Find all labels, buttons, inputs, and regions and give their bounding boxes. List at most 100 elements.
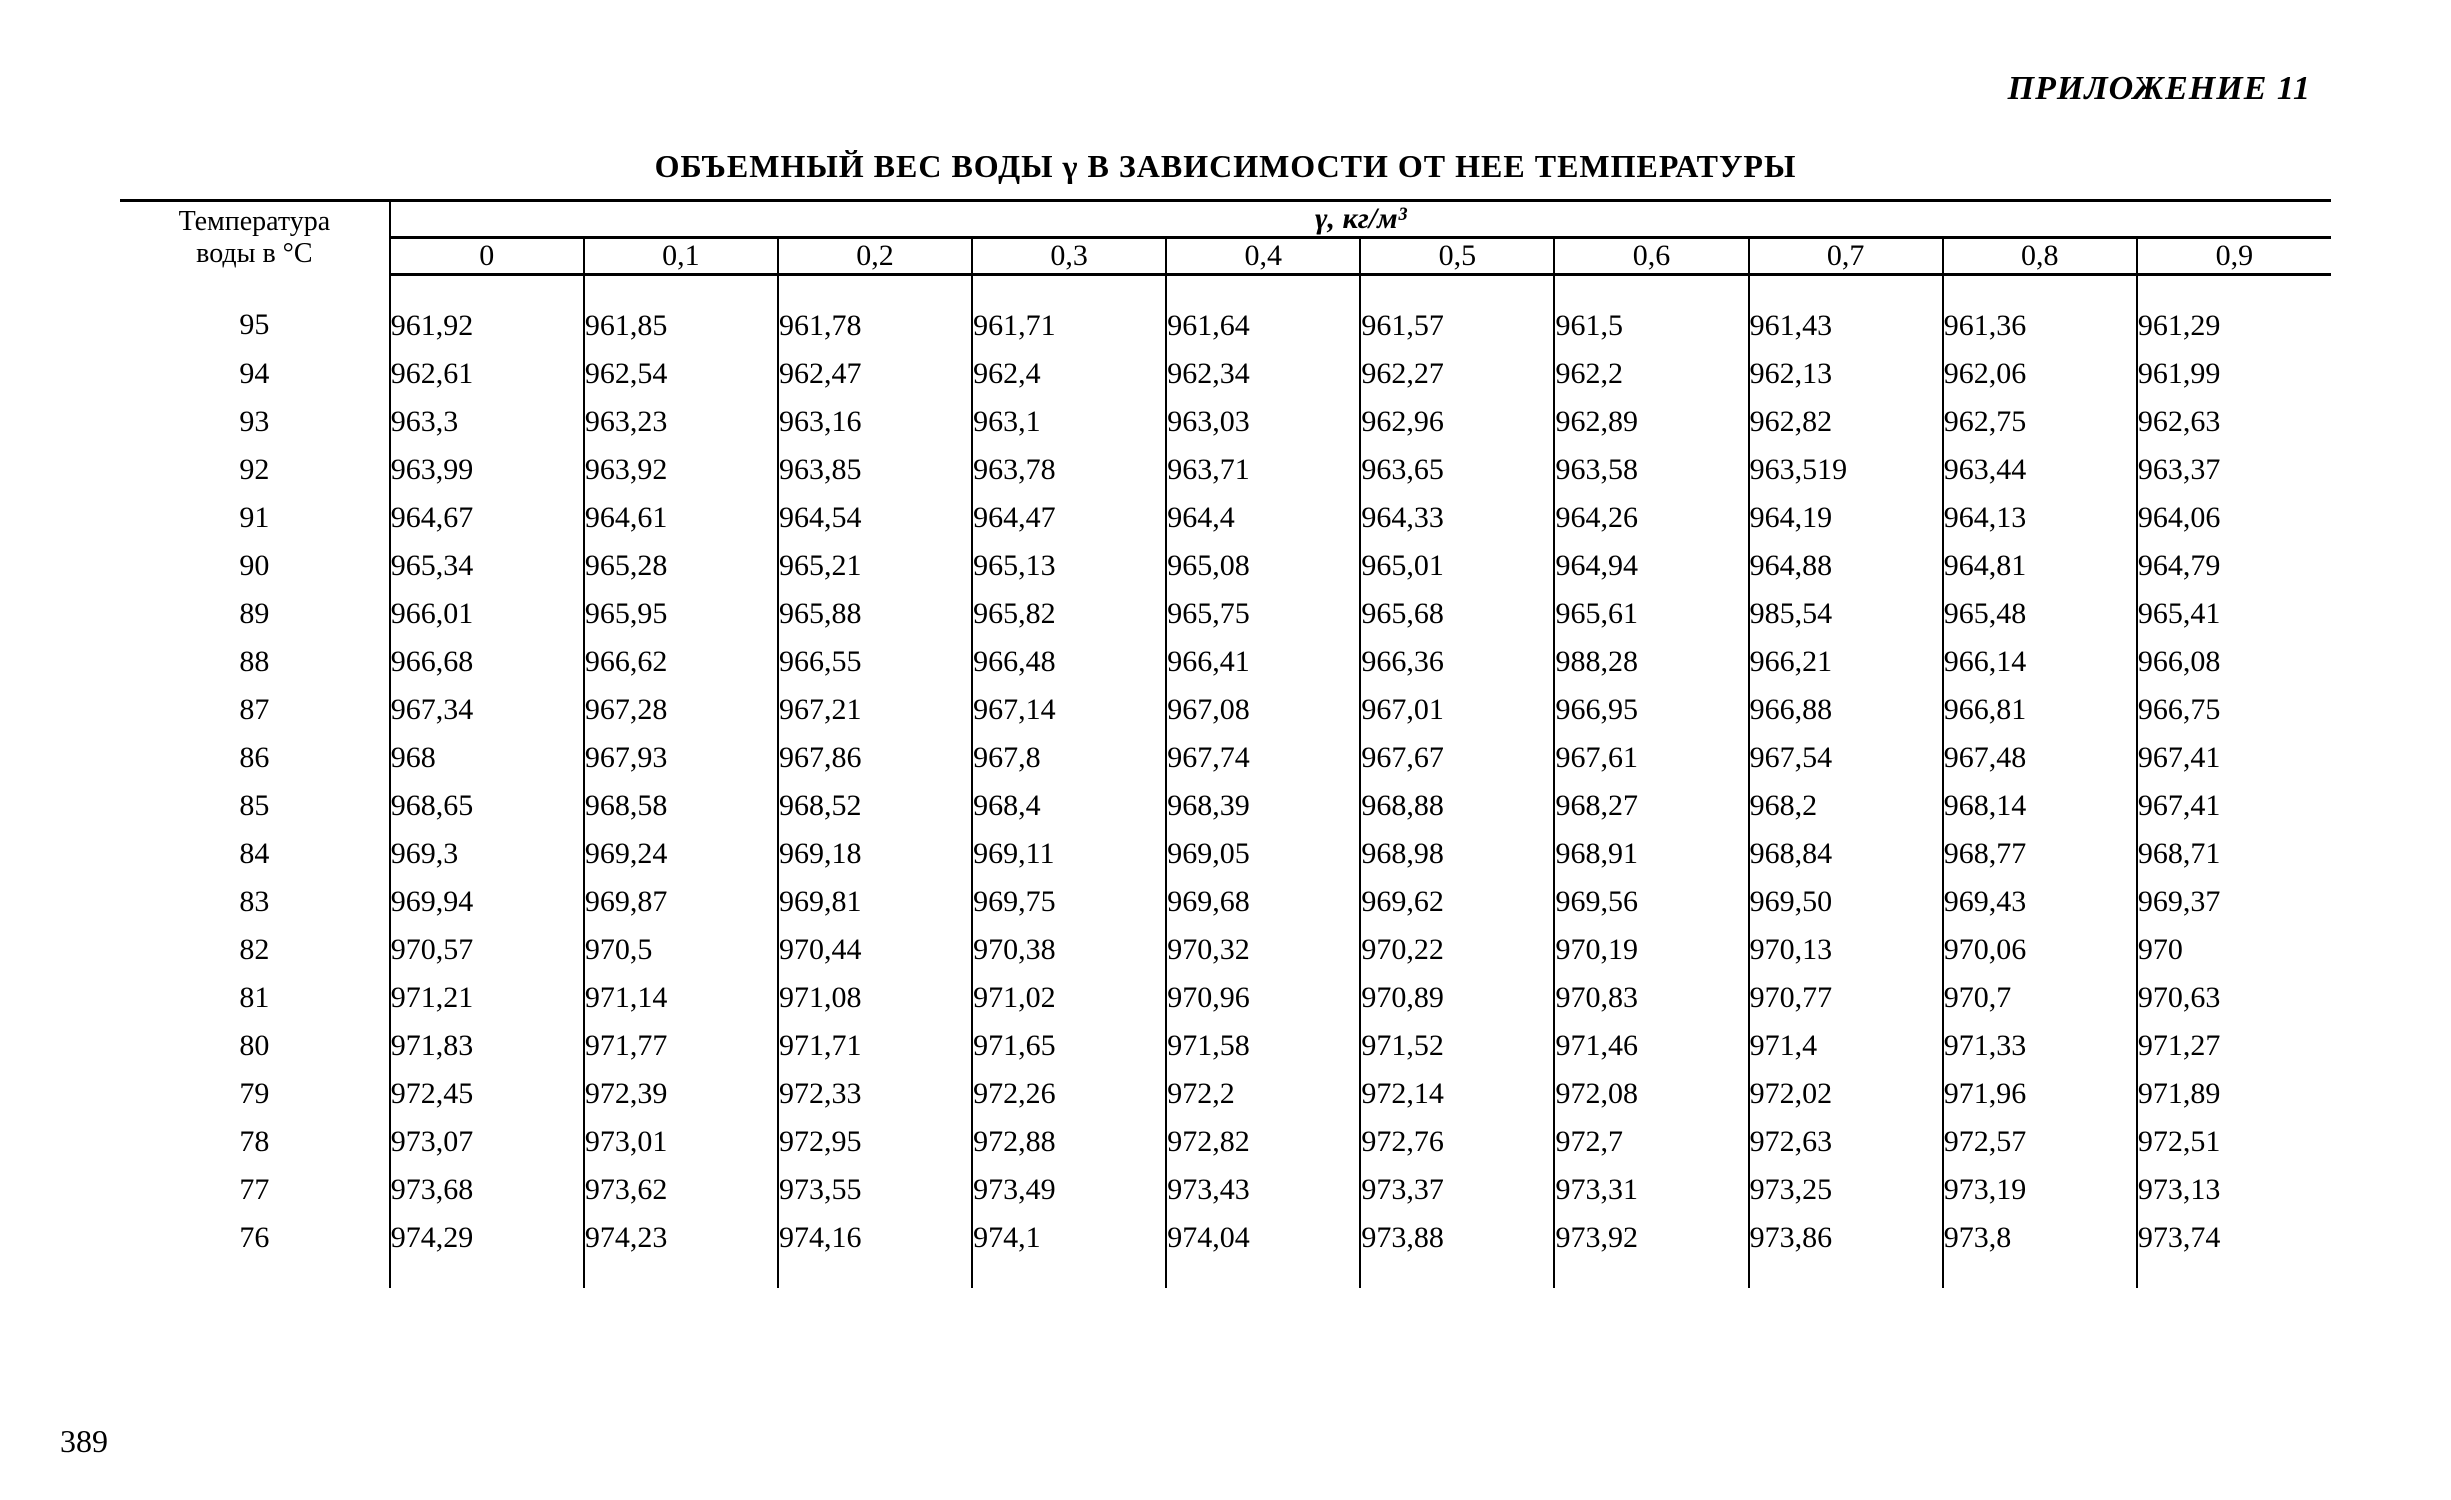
value-cell: 968,58 bbox=[584, 782, 778, 830]
table-row: 89966,01965,95965,88965,82965,75965,6896… bbox=[120, 590, 2331, 638]
value-cell: 965,75 bbox=[1166, 590, 1360, 638]
value-cell: 962,47 bbox=[778, 350, 972, 398]
value-cell: 964,61 bbox=[584, 494, 778, 542]
value-cell: 968,4 bbox=[972, 782, 1166, 830]
temperature-cell: 93 bbox=[120, 398, 390, 446]
value-cell: 964,06 bbox=[2137, 494, 2331, 542]
value-cell: 972,51 bbox=[2137, 1118, 2331, 1166]
temperature-cell: 78 bbox=[120, 1118, 390, 1166]
value-cell: 962,06 bbox=[1943, 350, 2137, 398]
value-cell: 969,24 bbox=[584, 830, 778, 878]
value-cell: 963,65 bbox=[1360, 446, 1554, 494]
temperature-cell: 77 bbox=[120, 1166, 390, 1214]
value-cell: 972,82 bbox=[1166, 1118, 1360, 1166]
value-cell: 965,13 bbox=[972, 542, 1166, 590]
value-cell: 969,68 bbox=[1166, 878, 1360, 926]
value-cell: 972,63 bbox=[1749, 1118, 1943, 1166]
value-cell: 967,08 bbox=[1166, 686, 1360, 734]
table-row: 81971,21971,14971,08971,02970,96970,8997… bbox=[120, 974, 2331, 1022]
value-cell: 971,08 bbox=[778, 974, 972, 1022]
row-header-label: Температура воды в °С bbox=[120, 201, 390, 275]
value-cell: 961,92 bbox=[390, 275, 584, 351]
value-cell: 972,39 bbox=[584, 1070, 778, 1118]
value-cell: 966,68 bbox=[390, 638, 584, 686]
value-cell: 964,33 bbox=[1360, 494, 1554, 542]
value-cell: 966,21 bbox=[1749, 638, 1943, 686]
value-cell: 965,68 bbox=[1360, 590, 1554, 638]
value-cell: 964,94 bbox=[1554, 542, 1748, 590]
value-cell: 967,61 bbox=[1554, 734, 1748, 782]
value-cell: 973,43 bbox=[1166, 1166, 1360, 1214]
value-cell: 967,14 bbox=[972, 686, 1166, 734]
value-cell: 969,62 bbox=[1360, 878, 1554, 926]
value-cell: 963,23 bbox=[584, 398, 778, 446]
table-row: 79972,45972,39972,33972,26972,2972,14972… bbox=[120, 1070, 2331, 1118]
value-cell: 973,62 bbox=[584, 1166, 778, 1214]
value-cell: 966,41 bbox=[1166, 638, 1360, 686]
value-cell: 965,41 bbox=[2137, 590, 2331, 638]
table-row: 76974,29974,23974,16974,1974,04973,88973… bbox=[120, 1214, 2331, 1262]
value-cell: 985,54 bbox=[1749, 590, 1943, 638]
value-cell: 973,88 bbox=[1360, 1214, 1554, 1262]
value-cell: 970,22 bbox=[1360, 926, 1554, 974]
table-row: 88966,68966,62966,55966,48966,41966,3698… bbox=[120, 638, 2331, 686]
temperature-cell: 85 bbox=[120, 782, 390, 830]
value-cell: 961,36 bbox=[1943, 275, 2137, 351]
value-cell: 973,8 bbox=[1943, 1214, 2137, 1262]
value-cell: 973,68 bbox=[390, 1166, 584, 1214]
temperature-cell: 91 bbox=[120, 494, 390, 542]
value-cell: 972,33 bbox=[778, 1070, 972, 1118]
value-cell: 967,41 bbox=[2137, 734, 2331, 782]
value-cell: 971,14 bbox=[584, 974, 778, 1022]
value-cell: 961,29 bbox=[2137, 275, 2331, 351]
value-cell: 967,28 bbox=[584, 686, 778, 734]
value-cell: 963,3 bbox=[390, 398, 584, 446]
value-cell: 970 bbox=[2137, 926, 2331, 974]
value-cell: 970,83 bbox=[1554, 974, 1748, 1022]
value-cell: 967,01 bbox=[1360, 686, 1554, 734]
value-cell: 967,93 bbox=[584, 734, 778, 782]
value-cell: 962,34 bbox=[1166, 350, 1360, 398]
value-cell: 973,86 bbox=[1749, 1214, 1943, 1262]
value-cell: 972,45 bbox=[390, 1070, 584, 1118]
value-cell: 962,54 bbox=[584, 350, 778, 398]
value-cell: 967,34 bbox=[390, 686, 584, 734]
value-cell: 962,61 bbox=[390, 350, 584, 398]
value-cell: 966,62 bbox=[584, 638, 778, 686]
bottom-ticks bbox=[120, 1262, 2331, 1288]
value-cell: 971,4 bbox=[1749, 1022, 1943, 1070]
value-cell: 973,74 bbox=[2137, 1214, 2331, 1262]
value-cell: 964,79 bbox=[2137, 542, 2331, 590]
value-cell: 974,1 bbox=[972, 1214, 1166, 1262]
value-cell: 974,23 bbox=[584, 1214, 778, 1262]
value-cell: 963,99 bbox=[390, 446, 584, 494]
value-cell: 963,16 bbox=[778, 398, 972, 446]
table-body: 95961,92961,85961,78961,71961,64961,5796… bbox=[120, 275, 2331, 1263]
value-cell: 962,96 bbox=[1360, 398, 1554, 446]
value-cell: 967,41 bbox=[2137, 782, 2331, 830]
value-cell: 964,54 bbox=[778, 494, 972, 542]
value-cell: 970,32 bbox=[1166, 926, 1360, 974]
col-header: 0,7 bbox=[1749, 238, 1943, 275]
value-cell: 969,75 bbox=[972, 878, 1166, 926]
value-cell: 969,18 bbox=[778, 830, 972, 878]
header-row-columns: 0 0,1 0,2 0,3 0,4 0,5 0,6 0,7 0,8 0,9 bbox=[120, 238, 2331, 275]
value-cell: 965,82 bbox=[972, 590, 1166, 638]
col-header: 0 bbox=[390, 238, 584, 275]
value-cell: 968,2 bbox=[1749, 782, 1943, 830]
water-density-table: Температура воды в °С γ, кг/м³ 0 0,1 0,2… bbox=[120, 199, 2331, 1288]
col-header: 0,9 bbox=[2137, 238, 2331, 275]
temperature-cell: 87 bbox=[120, 686, 390, 734]
table-title: ОБЪЕМНЫЙ ВЕС ВОДЫ γ В ЗАВИСИМОСТИ ОТ НЕЕ… bbox=[120, 148, 2331, 185]
value-cell: 961,85 bbox=[584, 275, 778, 351]
value-cell: 972,08 bbox=[1554, 1070, 1748, 1118]
value-cell: 974,04 bbox=[1166, 1214, 1360, 1262]
value-cell: 963,58 bbox=[1554, 446, 1748, 494]
value-cell: 970,96 bbox=[1166, 974, 1360, 1022]
value-cell: 974,16 bbox=[778, 1214, 972, 1262]
value-cell: 963,92 bbox=[584, 446, 778, 494]
value-cell: 962,4 bbox=[972, 350, 1166, 398]
value-cell: 965,01 bbox=[1360, 542, 1554, 590]
value-cell: 969,43 bbox=[1943, 878, 2137, 926]
value-cell: 969,50 bbox=[1749, 878, 1943, 926]
